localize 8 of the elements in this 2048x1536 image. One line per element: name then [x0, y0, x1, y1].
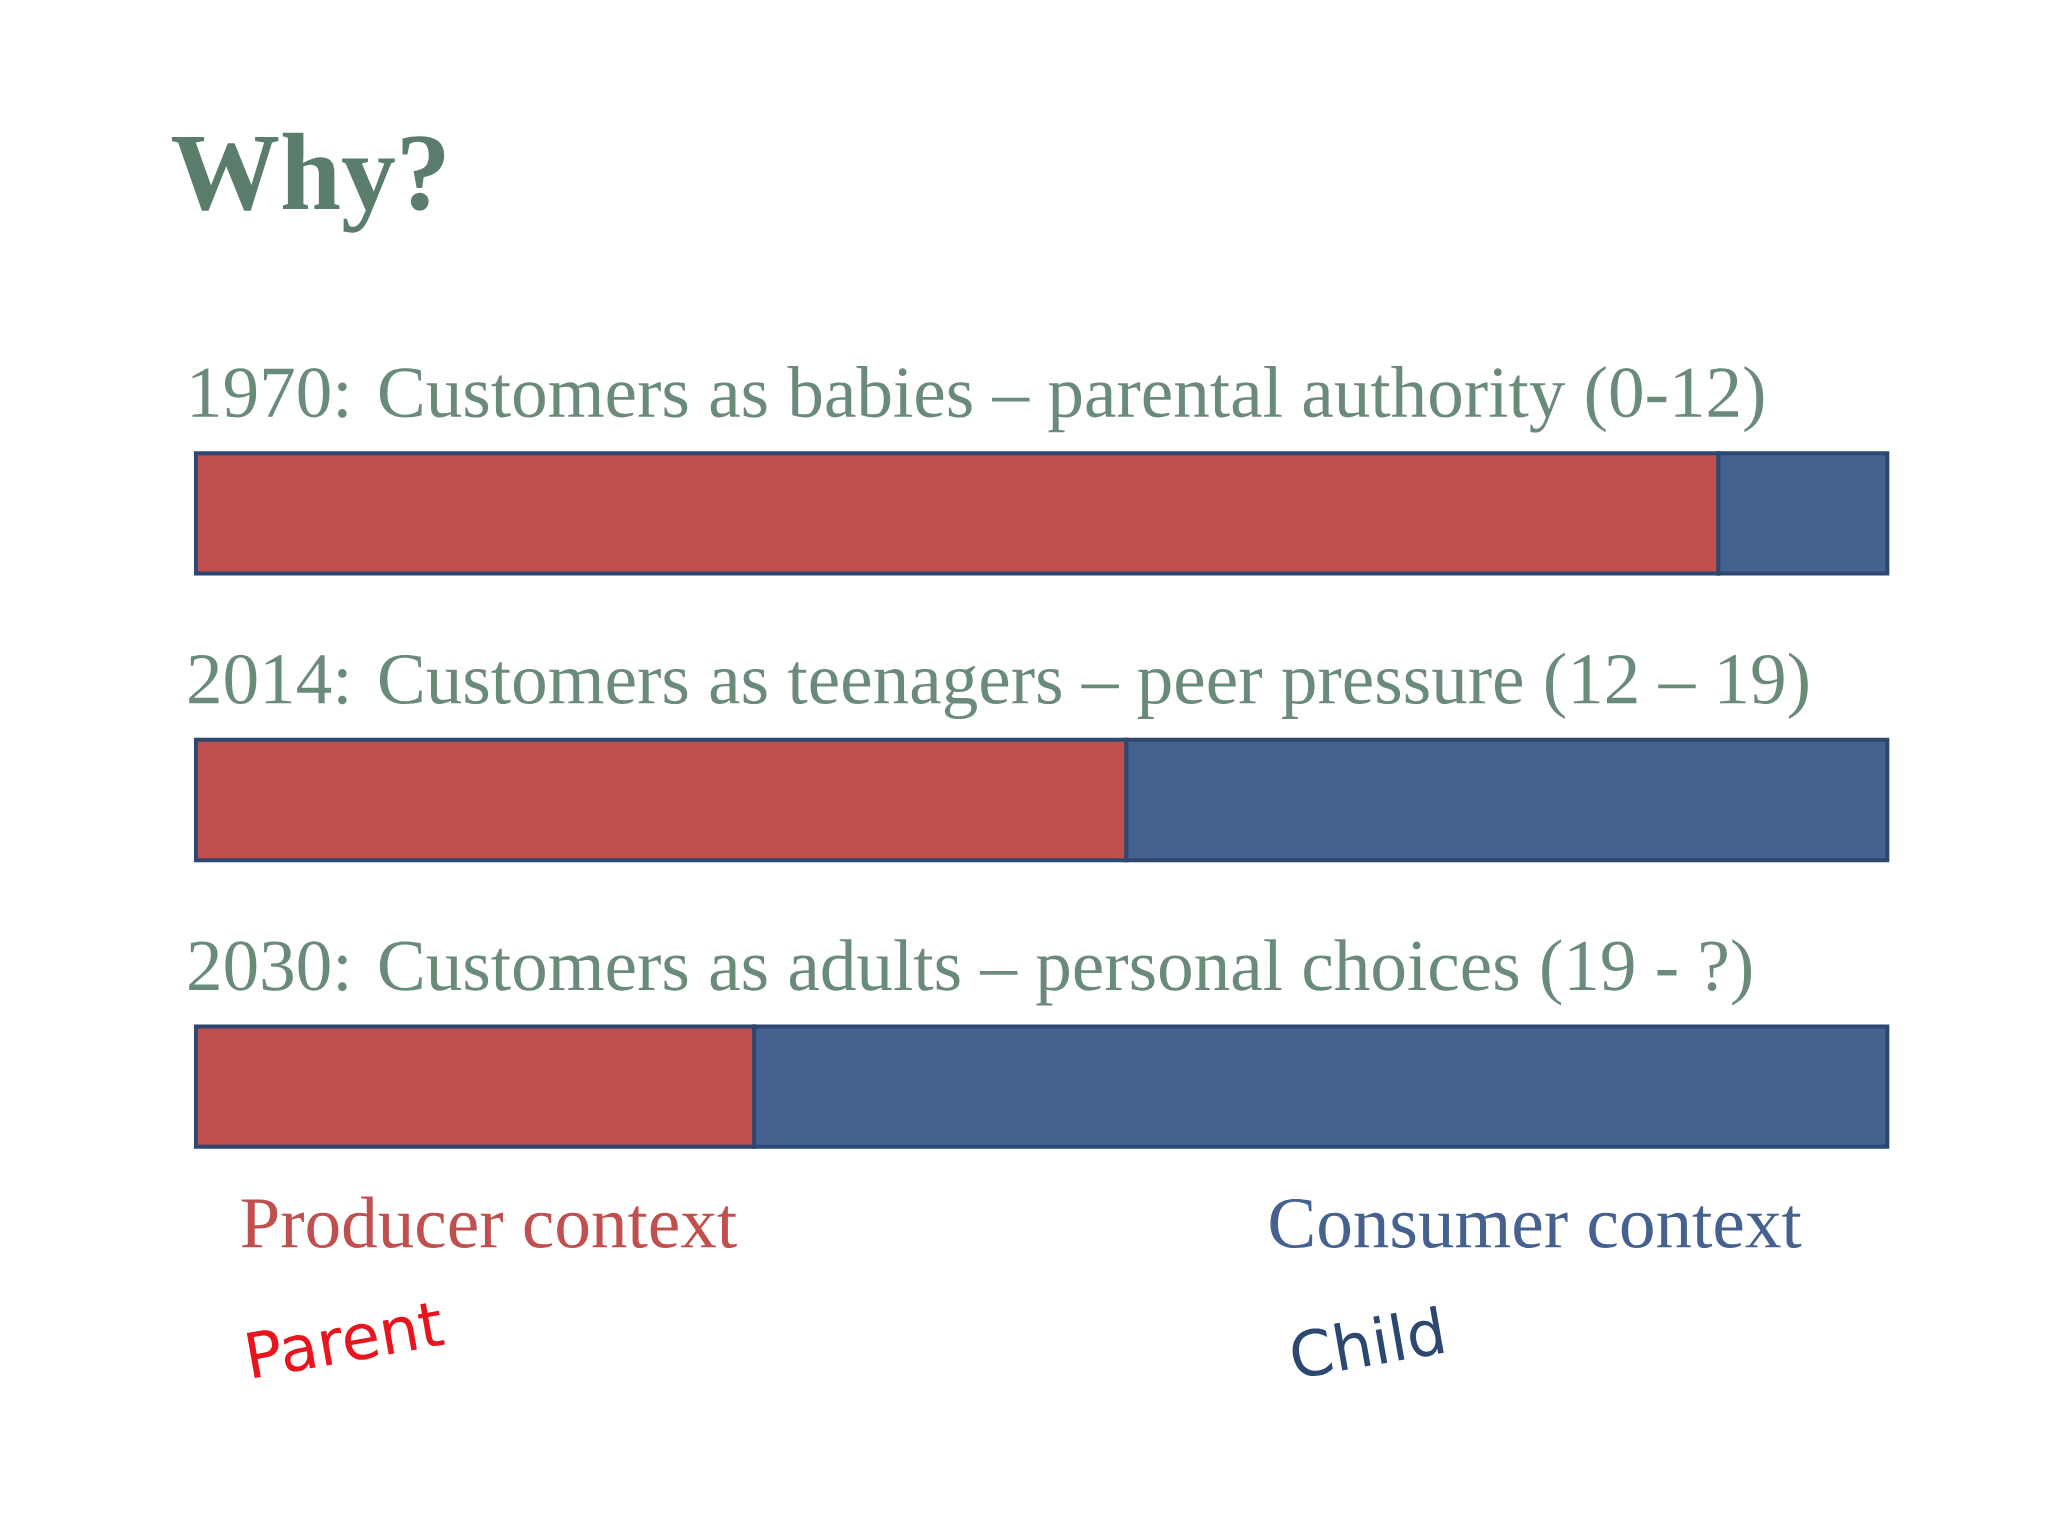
series-label: Consumer context	[1270, 1198, 1802, 1249]
series-label: Producer context	[241, 1196, 737, 1249]
y-tick-label: 1970: Customers as babies – parental authority (0-12)	[192, 365, 1764, 433]
y-tick-label: 2030: Customers as adults – personal choices (19 - ?)	[189, 939, 1752, 1006]
chart-title: Why?	[171, 132, 445, 233]
y-tick-label: 2014: Customers as teenagers – peer pressure (12 – 19)	[189, 652, 1808, 720]
text: Child	[1292, 1305, 1444, 1377]
text: Parent	[246, 1303, 445, 1379]
